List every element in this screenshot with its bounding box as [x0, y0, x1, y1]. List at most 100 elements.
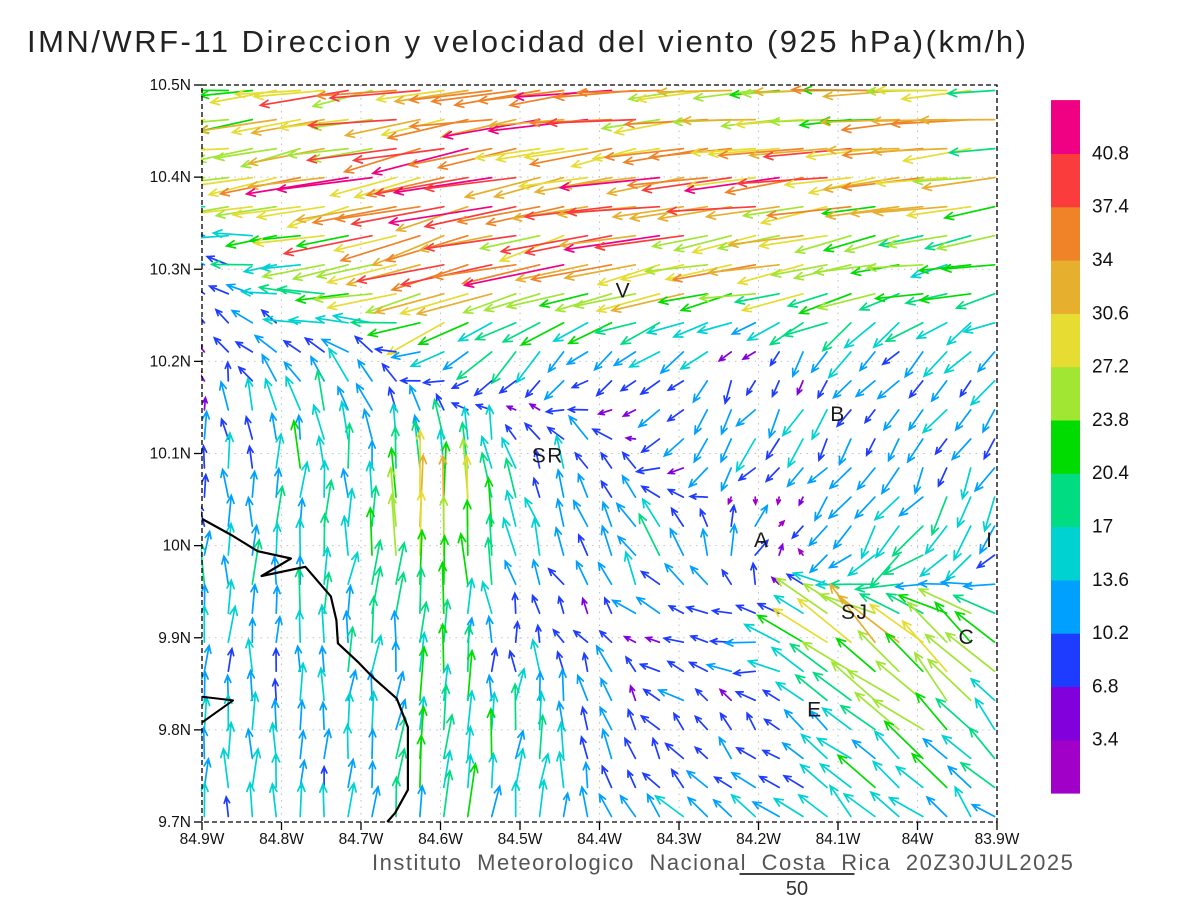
- wind-arrow: [570, 380, 589, 389]
- wind-arrow: [484, 536, 494, 586]
- wind-arrow: [322, 545, 332, 586]
- wind-arrow: [656, 689, 685, 702]
- wind-arrow: [261, 263, 325, 280]
- wind-arrow: [954, 610, 996, 644]
- wind-arrow: [325, 292, 397, 311]
- wind-arrow: [832, 380, 852, 400]
- wind-arrow: [641, 772, 661, 789]
- wind-arrow: [621, 450, 637, 469]
- wind-arrow: [555, 497, 565, 527]
- wind-arrow: [345, 583, 354, 615]
- wind-arrow: [490, 784, 502, 818]
- wind-arrow: [757, 234, 828, 250]
- wind-arrow: [770, 646, 804, 673]
- wind-arrow: [689, 564, 709, 586]
- wind-arrow: [264, 377, 278, 411]
- wind-arrow: [347, 757, 356, 789]
- wind-arrow: [983, 438, 996, 461]
- colorbar-label: 20.4: [1092, 463, 1129, 484]
- wind-arrow: [880, 467, 900, 496]
- y-tick-label: 10.3N: [150, 261, 191, 278]
- wind-arrow: [220, 554, 230, 586]
- wind-arrow: [258, 89, 349, 109]
- footer-credit: Instituto Meteorologico Nacional Costa R…: [372, 850, 1075, 875]
- wind-arrow: [220, 467, 230, 498]
- wind-arrow: [960, 467, 972, 501]
- wind-arrow: [599, 705, 613, 731]
- wind-arrow: [821, 176, 900, 193]
- wind-arrow: [391, 639, 400, 673]
- x-tick-label: 84.5W: [498, 831, 543, 848]
- wind-arrow: [910, 752, 948, 789]
- wind-arrow: [619, 263, 685, 282]
- wind-arrow: [323, 478, 335, 527]
- wind-arrow: [566, 321, 613, 345]
- wind-arrow: [601, 764, 613, 789]
- wind-arrow: [706, 263, 780, 277]
- wind-arrow: [667, 605, 685, 615]
- wind-arrow: [305, 147, 397, 164]
- wind-arrow: [786, 292, 828, 308]
- wind-arrow: [466, 761, 479, 818]
- wind-arrow: [733, 292, 780, 305]
- wind-arrow: [478, 234, 541, 252]
- wind-arrow: [731, 669, 757, 677]
- wind-arrow: [201, 147, 230, 151]
- wind-arrow: [793, 234, 852, 255]
- wind-arrow: [663, 562, 685, 586]
- wind-arrow: [816, 292, 876, 311]
- wind-arrow: [817, 592, 876, 615]
- city-label: A: [754, 529, 770, 552]
- wind-arrow: [785, 573, 804, 586]
- wind-arrow: [508, 649, 517, 673]
- wind-arrow: [843, 321, 876, 349]
- wind-arrow: [517, 176, 589, 190]
- wind-arrow: [825, 145, 900, 155]
- wind-arrow: [830, 661, 876, 702]
- wind-arrow: [274, 614, 283, 644]
- wind-arrow: [752, 496, 759, 507]
- wind-arrow: [514, 747, 526, 789]
- wind-arrow: [566, 406, 589, 414]
- colorbar-segment: [1051, 686, 1080, 741]
- wind-arrow: [768, 116, 828, 127]
- colorbar-segment: [1051, 739, 1080, 794]
- wind-arrow: [942, 205, 996, 221]
- wind-arrow: [921, 409, 948, 434]
- colorbar-label: 13.6: [1092, 570, 1129, 591]
- colorbar-segment: [1051, 260, 1080, 314]
- wind-arrow: [485, 614, 494, 644]
- wind-arrow: [727, 234, 804, 249]
- wind-arrow: [624, 655, 637, 673]
- wind-arrow: [244, 376, 254, 411]
- wind-arrow: [344, 690, 354, 731]
- wind-arrow: [959, 380, 972, 398]
- wind-arrow: [504, 488, 517, 527]
- wind-arrow: [201, 205, 254, 214]
- wind-arrow: [824, 205, 900, 220]
- wind-arrow: [926, 658, 972, 702]
- wind-arrow: [705, 662, 733, 673]
- wind-arrow: [969, 677, 996, 702]
- wind-arrow: [544, 407, 565, 415]
- wind-arrow: [227, 646, 235, 673]
- wind-arrow: [735, 409, 757, 427]
- wind-arrow: [464, 623, 474, 673]
- wind-arrow: [774, 577, 828, 615]
- wind-arrow: [271, 751, 281, 789]
- wind-arrow: [741, 205, 804, 219]
- colorbar-segment: [1051, 579, 1080, 634]
- wind-arrow: [817, 438, 828, 463]
- wind-arrow: [290, 418, 302, 469]
- wind-arrow: [430, 89, 517, 105]
- wind-arrow: [579, 734, 589, 760]
- wind-arrow: [730, 321, 757, 335]
- wind-arrow: [641, 497, 661, 527]
- wind-arrow: [201, 695, 211, 731]
- wind-arrow: [501, 436, 517, 469]
- wind-arrow: [201, 147, 206, 150]
- wind-arrow: [350, 205, 445, 227]
- wind-arrow: [887, 796, 924, 818]
- wind-arrow: [269, 411, 278, 440]
